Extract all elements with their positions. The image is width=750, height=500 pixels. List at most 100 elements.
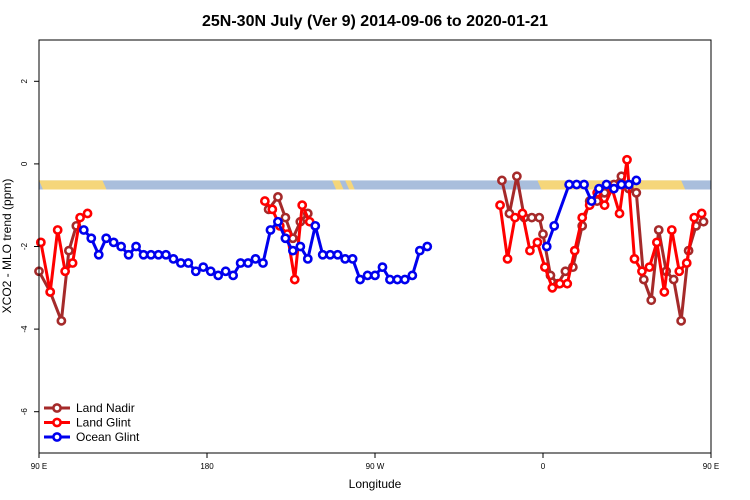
y-tick-label: -6 [20, 408, 29, 416]
data-point [347, 253, 358, 264]
chart-title: 25N-30N July (Ver 9) 2014-09-06 to 2020-… [202, 13, 548, 30]
data-point [511, 171, 522, 182]
data-point [616, 179, 627, 190]
legend-marker [52, 432, 62, 442]
data-point [131, 241, 141, 252]
data-point [280, 212, 291, 223]
data-point [289, 274, 300, 285]
data-point [287, 245, 298, 256]
data-point [86, 233, 97, 244]
data-point [659, 287, 670, 297]
data-point [267, 204, 278, 215]
data-point [569, 245, 580, 256]
x-axis-label: Longitude [349, 477, 402, 491]
land-band-segment [39, 180, 107, 190]
data-point [60, 266, 71, 277]
data-point [631, 187, 642, 198]
data-point [75, 212, 85, 223]
data-point [622, 154, 632, 165]
data-point [651, 237, 662, 248]
data-point [629, 253, 640, 264]
data-point [674, 266, 685, 277]
data-point [399, 274, 410, 285]
x-tick-label: 90 W [366, 462, 385, 471]
data-point [560, 266, 571, 277]
data-point [273, 192, 283, 202]
data-point [250, 253, 261, 264]
data-point [93, 249, 104, 260]
data-point [297, 200, 308, 211]
data-point [681, 258, 692, 268]
x-tick-label: 90 E [31, 462, 47, 471]
data-point [370, 270, 380, 281]
y-tick-label: 0 [20, 161, 29, 166]
data-point [82, 208, 93, 219]
data-point [273, 216, 283, 227]
data-point [538, 229, 548, 240]
data-point [101, 233, 112, 244]
data-point [614, 208, 625, 219]
ocean-band [39, 180, 711, 190]
data-point [317, 249, 328, 260]
data-point [668, 274, 679, 285]
data-point [161, 249, 171, 260]
data-point [235, 258, 246, 268]
data-point [355, 274, 365, 285]
legend-label: Ocean Glint [76, 430, 140, 444]
data-point [198, 262, 209, 273]
data-point [689, 212, 700, 223]
series-ocean-glint [78, 175, 642, 285]
series-land-glint [35, 154, 707, 297]
data-point [116, 241, 127, 252]
data-point [332, 249, 343, 260]
data-point [243, 258, 253, 268]
data-point [579, 179, 589, 190]
data-point [190, 266, 201, 277]
data-point [183, 258, 194, 268]
data-point [228, 270, 239, 281]
data-point [153, 249, 164, 260]
data-point [549, 220, 560, 231]
data-point [362, 270, 373, 281]
data-point [146, 249, 156, 260]
data-point [78, 225, 89, 235]
data-point [644, 262, 655, 273]
x-tick-label: 90 E [703, 462, 719, 471]
data-point [377, 262, 388, 273]
data-point [205, 266, 216, 277]
data-point [577, 212, 588, 223]
data-point [213, 270, 224, 281]
data-point [123, 249, 134, 260]
data-point [295, 241, 306, 252]
data-point [510, 212, 520, 223]
data-point [502, 253, 513, 264]
data-point [698, 216, 709, 227]
legend-marker [52, 403, 62, 413]
data-point [407, 270, 418, 281]
data-point [138, 249, 149, 260]
data-point [534, 212, 545, 223]
series-line [498, 158, 703, 294]
data-point [525, 245, 535, 256]
legend-marker [52, 417, 62, 428]
data-point [340, 253, 351, 264]
data-point [175, 258, 186, 268]
data-point [517, 208, 528, 219]
data-point [168, 253, 179, 264]
data-point [631, 175, 642, 186]
y-tick-label: -2 [20, 242, 29, 250]
data-point [696, 208, 707, 219]
data-point [385, 274, 395, 285]
data-point [562, 278, 573, 289]
data-point [258, 258, 268, 268]
y-tick-label: -4 [20, 325, 29, 333]
x-tick-label: 0 [541, 462, 546, 471]
data-point [302, 253, 313, 264]
data-point [571, 179, 582, 190]
data-point [646, 295, 657, 306]
data-point [495, 200, 505, 211]
data-point [666, 225, 677, 235]
data-point [539, 262, 550, 273]
legend-label: Land Glint [76, 416, 131, 430]
data-point [564, 179, 575, 190]
